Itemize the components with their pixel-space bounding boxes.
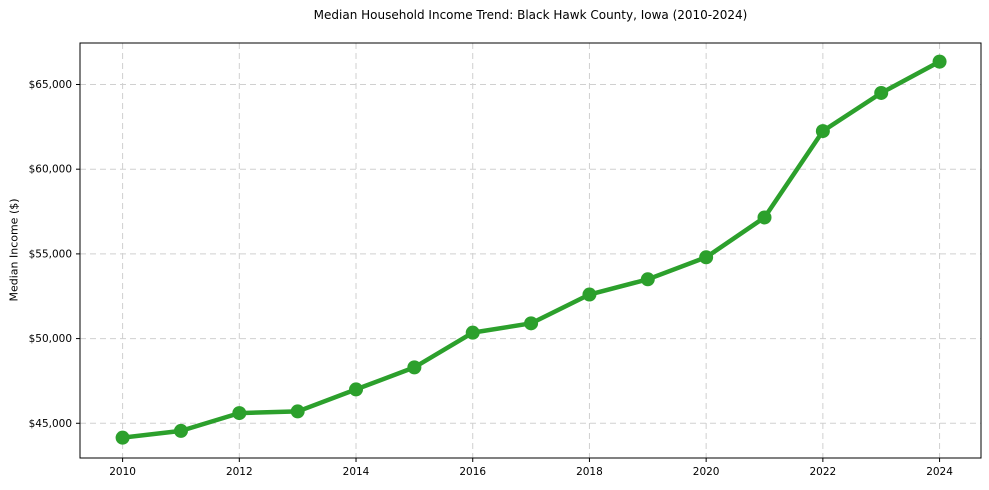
- data-point-2010: [115, 430, 130, 445]
- x-tick-label: 2024: [926, 466, 953, 478]
- data-point-2023: [874, 85, 889, 100]
- data-point-2018: [582, 287, 597, 302]
- x-tick-label: 2020: [693, 466, 720, 478]
- x-tick-label: 2012: [226, 466, 253, 478]
- data-point-2016: [465, 325, 480, 340]
- plot-frame: [79, 42, 982, 459]
- data-point-2021: [757, 210, 772, 225]
- y-tick-label: $45,000: [29, 418, 72, 430]
- data-point-2011: [173, 423, 188, 438]
- data-point-2019: [640, 272, 655, 287]
- data-point-2020: [699, 250, 714, 265]
- x-tick-label: 2010: [109, 466, 136, 478]
- data-point-2014: [349, 382, 364, 397]
- trend-line: [120, 59, 942, 440]
- x-tick-label: 2014: [343, 466, 370, 478]
- data-point-2015: [407, 360, 422, 375]
- x-tick-label: 2022: [809, 466, 836, 478]
- data-point-2024: [932, 54, 947, 69]
- data-point-2012: [232, 406, 247, 421]
- data-point-2022: [815, 124, 830, 139]
- data-point-2017: [524, 316, 539, 331]
- y-tick-label: $65,000: [29, 79, 72, 91]
- chart-title: Median Household Income Trend: Black Haw…: [313, 8, 748, 22]
- y-tick-label: $55,000: [29, 248, 72, 260]
- x-tick-label: 2016: [459, 466, 486, 478]
- y-tick-label: $50,000: [29, 333, 72, 345]
- data-point-2013: [290, 404, 305, 419]
- x-tick-label: 2018: [576, 466, 603, 478]
- y-tick-label: $60,000: [29, 164, 72, 176]
